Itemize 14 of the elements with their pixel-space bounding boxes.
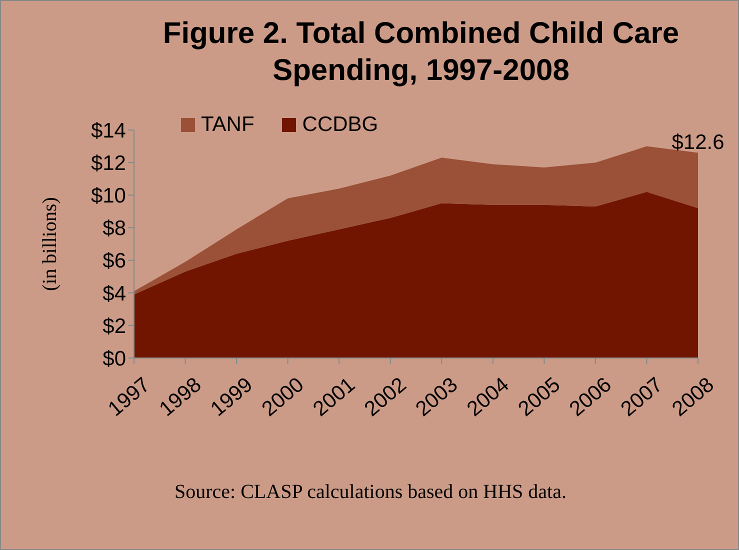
chart-title: Figure 2. Total Combined Child Care Spending, 1997-2008 xyxy=(162,16,680,89)
y-tick-label: $2 xyxy=(102,314,126,338)
annotation: $12.6 xyxy=(672,130,724,154)
y-axis-title: (in billions) xyxy=(39,197,62,291)
y-tick-label: $6 xyxy=(102,250,126,273)
legend-label: TANF xyxy=(201,113,254,137)
y-tick-label: $0 xyxy=(102,347,126,370)
y-tick-label: $12 xyxy=(90,152,126,176)
legend-label: CCDBG xyxy=(302,113,378,137)
y-tick-label: $14 xyxy=(90,119,126,142)
y-tick-label: $10 xyxy=(90,184,126,208)
y-tick-label: $4 xyxy=(102,282,126,306)
source-note: Source: CLASP calculations based on HHS data. xyxy=(174,481,568,504)
y-tick-label: $8 xyxy=(102,217,126,240)
